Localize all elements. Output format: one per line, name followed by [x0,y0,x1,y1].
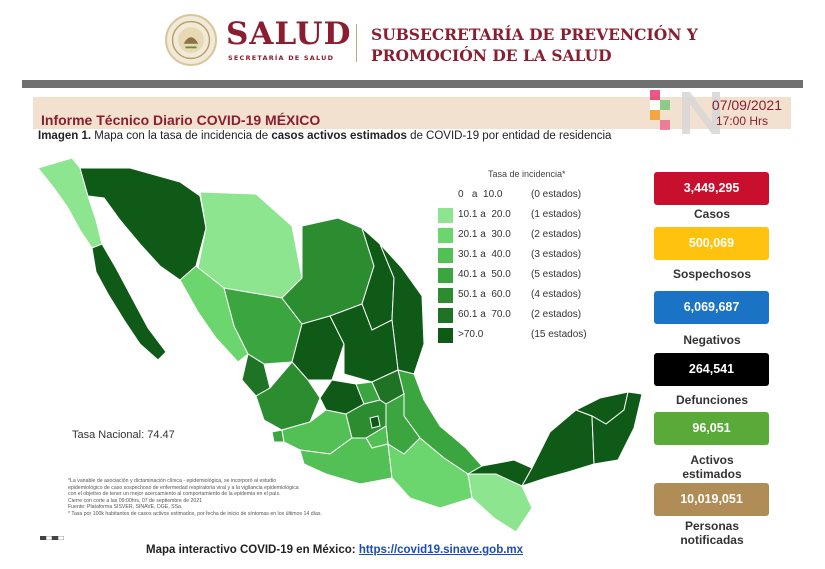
map-scale-bar [40,536,64,540]
report-date: 07/09/2021 [711,97,782,113]
legend-count: (0 estados) [531,189,582,200]
legend-range: >70.0 [458,329,484,340]
national-rate: Tasa Nacional: 74.47 [72,429,175,441]
legend-swatch [438,288,453,303]
legend-item: >70.0 (15 estados) [438,326,618,343]
legend-item: 0 a 10.0 (0 estados) [438,186,618,203]
legend-count: (1 estados) [531,209,582,220]
legend-count: (2 estados) [531,309,582,320]
subsecretaria-title: SUBSECRETARÍA DE PREVENCIÓN Y PROMOCIÓN … [371,24,701,66]
map-caption: Imagen 1. Mapa con la tasa de incidencia… [38,130,611,142]
legend-count: (2 estados) [531,229,582,240]
header-bar [22,80,803,88]
negatives-value: 6,069,687 [654,291,769,324]
legend-count: (4 estados) [531,289,582,300]
legend-swatch [438,188,453,203]
caption-text-1: Mapa con la tasa de incidencia de [91,130,272,142]
cases-value: 3,449,295 [654,172,769,205]
legend-item: 10.1 a 20.0 (1 estados) [438,206,618,223]
legend-swatch [438,228,453,243]
active-estimated-label: Activos estimados [682,453,742,481]
legend-item: 40.1 a 50.0 (5 estados) [438,266,618,283]
state-campeche [520,409,595,487]
note-line: *La variable de asociación y dictaminaci… [68,478,277,484]
note-line: Cierre con corte a las 09:00hrs, 07 de s… [68,497,203,504]
suspected-value: 500,069 [654,227,769,260]
note-line: Fuente: Plataforma SISVER, SINAVE, DGE, … [68,504,183,511]
notified-people-label: Personas notificadas [680,519,744,547]
footer-label: Mapa interactivo COVID-19 en México: [146,544,359,556]
notified-people-value: 10,019,051 [654,483,769,516]
mexico-incidence-map [37,157,643,533]
state-ciudad-de-mexico [369,415,381,429]
report-title: Informe Técnico Diario COVID-19 MÉXICO [41,112,321,128]
legend-count: (15 estados) [531,329,587,340]
legend-item: 50.1 a 60.0 (4 estados) [438,286,618,303]
legend-swatch [438,208,453,223]
legend-swatch [438,328,453,343]
state-baja-california-sur [91,243,167,361]
report-time: 17:00 Hrs [715,114,768,128]
map-notes: *La variable de asociación y dictaminaci… [68,478,408,518]
subsecretaria-line-2: PROMOCIÓN DE LA SALUD [371,46,612,65]
legend-range: 10.1 a 20.0 [458,209,511,220]
legend-range: 0 a 10.0 [458,189,503,200]
legend-range: 20.1 a 30.0 [458,229,511,240]
legend-swatch [438,268,453,283]
legend-item: 30.1 a 40.0 (3 estados) [438,246,618,263]
caption-text-2: de COVID-19 por entidad de residencia [406,130,612,142]
note-line: * Tasa por 100k habitantes de casos acti… [68,510,322,517]
legend-title: Tasa de incidencia* [488,169,566,179]
brand-subtitle: SECRETARÍA DE SALUD [228,54,335,62]
footer-link-row: Mapa interactivo COVID-19 en México: htt… [146,544,523,556]
deaths-label: Defunciones [675,393,748,407]
institutional-n-logo [650,90,720,134]
suspected-label: Sospechosos [672,267,752,281]
legend-range: 60.1 a 70.0 [458,309,511,320]
interactive-map-link[interactable]: https://covid19.sinave.gob.mx [358,544,524,556]
header-divider [356,24,357,62]
legend-count: (3 estados) [531,249,582,260]
active-estimated-value: 96,051 [654,412,769,445]
legend-count: (5 estados) [531,269,582,280]
note-line: con el objetivo de tener un mejor acerca… [68,491,281,498]
legend-swatch [438,248,453,263]
coat-of-arms-logo [165,14,217,66]
cases-label: Casos [693,207,731,221]
caption-emphasis: casos activos estimados [271,130,407,142]
note-line: epidemiológico de caso sospechoso de enf… [68,484,299,491]
legend-range: 40.1 a 50.0 [458,269,511,280]
legend-swatch [438,308,453,323]
deaths-value: 264,541 [654,353,769,386]
subsecretaria-line-1: SUBSECRETARÍA DE PREVENCIÓN Y [371,25,698,44]
legend-item: 20.1 a 30.0 (2 estados) [438,226,618,243]
caption-label: Imagen 1. [38,130,92,142]
state-quintana-roo [591,391,643,465]
legend-range: 30.1 a 40.0 [458,249,511,260]
negatives-label: Negativos [683,333,741,347]
legend-item: 60.1 a 70.0 (2 estados) [438,306,618,323]
legend-range: 50.1 a 60.0 [458,289,511,300]
brand-salud: SALUD [226,16,352,52]
